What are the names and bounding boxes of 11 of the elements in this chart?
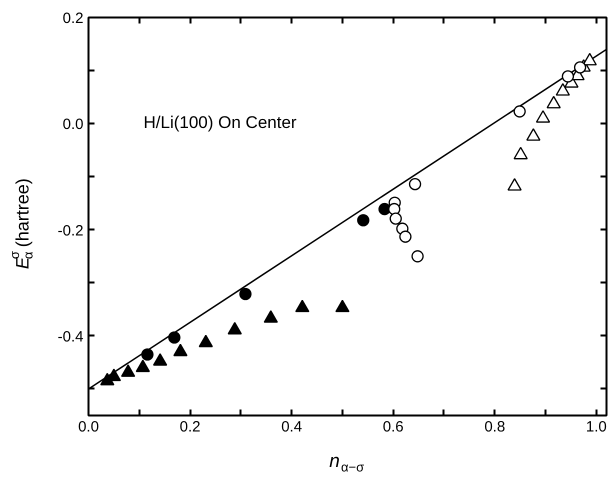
x-tick-label: 0.2 bbox=[180, 418, 200, 436]
x-tick-label: 0.6 bbox=[382, 418, 404, 436]
x-tick-label: 0.4 bbox=[281, 418, 302, 436]
y-tick-label: -0.2 bbox=[58, 222, 84, 240]
y-tick-label: -0.4 bbox=[58, 328, 84, 346]
annotation: H/Li(100) On Center bbox=[144, 113, 297, 132]
x-tick-label: 0.0 bbox=[78, 418, 99, 436]
x-tick-label: 0.8 bbox=[484, 418, 506, 436]
y-tick-label: 0.0 bbox=[62, 116, 84, 134]
x-tick-label: 1.0 bbox=[586, 418, 607, 436]
y-tick-label: 0.2 bbox=[62, 10, 84, 27]
